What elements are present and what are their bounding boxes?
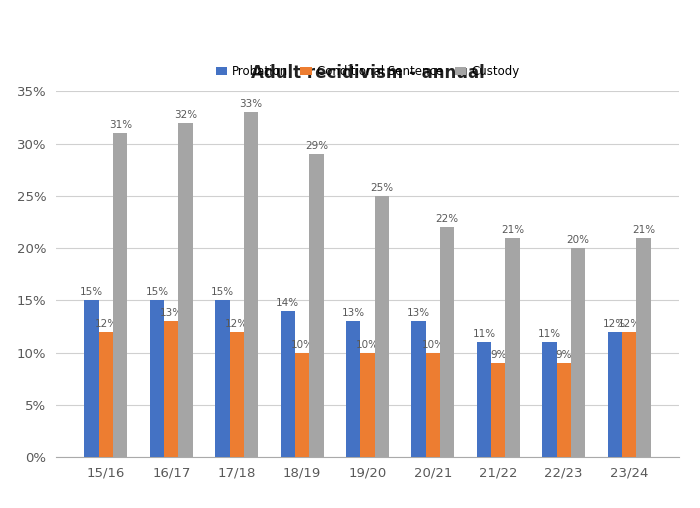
Text: 12%: 12% (617, 319, 640, 329)
Bar (84, 300, 99, 457)
Text: 31%: 31% (108, 120, 132, 130)
Bar (360, 353, 374, 457)
Bar (477, 342, 491, 457)
Bar (412, 322, 426, 457)
Text: 13%: 13% (407, 308, 430, 318)
Bar (622, 332, 636, 457)
Bar (99, 332, 113, 457)
Bar (150, 300, 164, 457)
Text: 15%: 15% (211, 288, 234, 297)
Text: 12%: 12% (225, 319, 248, 329)
Text: 12%: 12% (94, 319, 118, 329)
Bar (636, 238, 651, 457)
Text: 25%: 25% (370, 183, 393, 193)
Bar (491, 363, 505, 457)
Text: 10%: 10% (356, 339, 379, 350)
Text: 29%: 29% (305, 141, 328, 151)
Bar (281, 311, 295, 457)
Bar (113, 133, 127, 457)
Text: 20%: 20% (566, 235, 589, 245)
Legend: Probation, Conditional Sentence, Custody: Probation, Conditional Sentence, Custody (211, 61, 524, 83)
Bar (571, 248, 585, 457)
Bar (608, 332, 622, 457)
Bar (215, 300, 230, 457)
Text: 9%: 9% (555, 350, 572, 360)
Bar (440, 227, 454, 457)
Text: 21%: 21% (501, 225, 524, 235)
Text: 14%: 14% (276, 298, 300, 308)
Bar (505, 238, 520, 457)
Bar (309, 154, 323, 457)
Bar (230, 332, 244, 457)
Text: 10%: 10% (290, 339, 314, 350)
Bar (542, 342, 557, 457)
Bar (556, 363, 571, 457)
Text: 32%: 32% (174, 110, 197, 120)
Bar (178, 123, 193, 457)
Text: 15%: 15% (80, 288, 103, 297)
Text: 21%: 21% (632, 225, 655, 235)
Bar (426, 353, 440, 457)
Text: 13%: 13% (160, 308, 183, 318)
Text: 11%: 11% (538, 329, 561, 339)
Bar (346, 322, 360, 457)
Text: 9%: 9% (490, 350, 507, 360)
Text: 15%: 15% (146, 288, 169, 297)
Text: 12%: 12% (603, 319, 626, 329)
Title: Adult recidivism - annual: Adult recidivism - annual (251, 64, 484, 82)
Text: 11%: 11% (473, 329, 496, 339)
Text: 13%: 13% (342, 308, 365, 318)
Text: 22%: 22% (435, 214, 459, 224)
Bar (374, 196, 389, 457)
Bar (295, 353, 309, 457)
Bar (164, 322, 178, 457)
Text: 33%: 33% (239, 99, 262, 109)
Text: 10%: 10% (421, 339, 444, 350)
Bar (244, 112, 258, 457)
